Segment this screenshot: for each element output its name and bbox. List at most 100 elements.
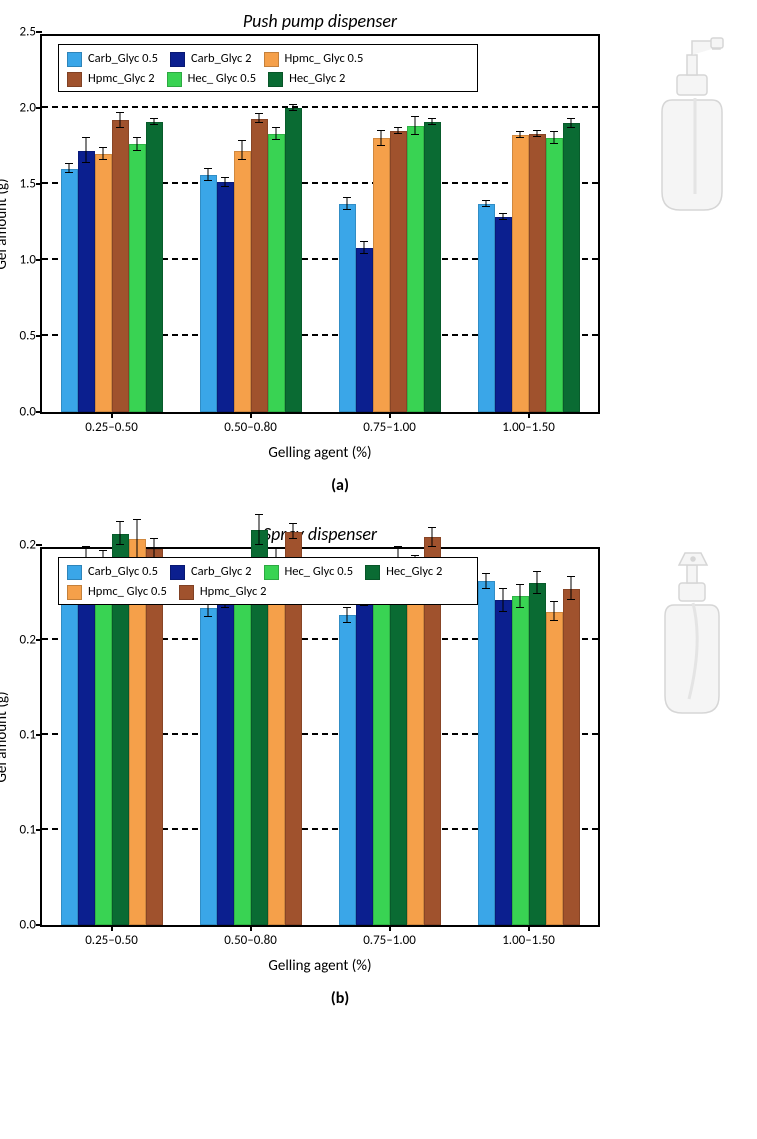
error-cap	[499, 213, 507, 214]
error-cap	[482, 573, 490, 574]
bar-hpmc_05	[512, 135, 529, 412]
ytick-mark	[36, 183, 42, 185]
legend-swatch	[167, 72, 182, 87]
bar-hec_05	[512, 596, 529, 925]
error-cap	[204, 180, 212, 181]
error-bar	[347, 608, 348, 623]
error-cap	[377, 130, 385, 131]
bar-hec_2	[390, 558, 407, 925]
error-cap	[516, 607, 524, 608]
chart-b-plot-area: Gel amount (g) Carb_Glyc 0.5Carb_Glyc 2H…	[40, 547, 600, 927]
legend-swatch	[268, 72, 283, 87]
error-cap	[533, 136, 541, 137]
xtick-mark	[528, 925, 530, 931]
bar-hec_2	[285, 108, 302, 412]
chart-a-x-axis-title: Gelling agent (%)	[40, 444, 600, 462]
error-cap	[82, 162, 90, 163]
error-cap	[221, 186, 229, 187]
bar-carb_2	[217, 598, 234, 925]
error-cap	[116, 127, 124, 128]
legend-swatch	[67, 585, 82, 600]
ytick-mark	[36, 639, 42, 641]
xtick-mark	[111, 412, 113, 418]
error-bar	[381, 131, 382, 146]
bar-hec_05	[268, 134, 285, 412]
error-cap	[516, 584, 524, 585]
bar-hec_2	[529, 583, 546, 925]
error-cap	[150, 118, 158, 119]
error-cap	[482, 206, 490, 207]
error-cap	[116, 521, 124, 522]
error-bar	[120, 113, 121, 128]
error-cap	[343, 197, 351, 198]
error-cap	[360, 241, 368, 242]
error-cap	[204, 616, 212, 617]
legend-item: Carb_Glyc 0.5	[67, 562, 158, 582]
figure-a: Push pump dispenser Gel amount (g) Carb_…	[0, 10, 757, 495]
error-cap	[133, 137, 141, 138]
error-cap	[289, 110, 297, 111]
bar-hpmc_2	[112, 120, 129, 412]
legend-label: Hpmc_ Glyc 0.5	[285, 49, 364, 69]
legend-label: Hpmc_Glyc 2	[200, 582, 267, 602]
legend-swatch	[67, 565, 82, 580]
error-cap	[516, 131, 524, 132]
error-cap	[116, 112, 124, 113]
ytick-mark	[36, 411, 42, 413]
error-cap	[133, 519, 141, 520]
pump-bottle-icon	[647, 20, 737, 220]
error-bar	[486, 574, 487, 589]
legend-label: Hec_Glyc 2	[289, 69, 345, 89]
bar-hec_2	[424, 122, 441, 412]
legend-item: Hpmc_Glyc 2	[67, 69, 155, 89]
error-cap	[482, 588, 490, 589]
bar-carb_2	[356, 248, 373, 412]
error-cap	[221, 607, 229, 608]
error-bar	[520, 585, 521, 608]
bar-carb_2	[78, 558, 95, 925]
bar-hpmc_05	[95, 154, 112, 412]
ytick-mark	[36, 924, 42, 926]
bar-carb_05	[61, 572, 78, 925]
error-cap	[238, 140, 246, 141]
legend-item: Hpmc_Glyc 2	[179, 582, 267, 602]
error-cap	[428, 118, 436, 119]
xtick-mark	[111, 925, 113, 931]
error-cap	[550, 131, 558, 132]
chart-b-legend: Carb_Glyc 0.5Carb_Glyc 2Hec_ Glyc 0.5Hec…	[58, 557, 478, 605]
chart-a-legend: Carb_Glyc 0.5Carb_Glyc 2Hpmc_ Glyc 0.5Hp…	[58, 44, 478, 92]
error-bar	[120, 522, 121, 545]
bar-hec_05	[95, 560, 112, 925]
bar-carb_05	[339, 204, 356, 412]
xtick-mark	[250, 925, 252, 931]
error-cap	[343, 607, 351, 608]
error-cap	[99, 147, 107, 148]
bar-carb_2	[217, 182, 234, 412]
error-bar	[432, 528, 433, 547]
chart-b-y-axis-title: Gel amount (g)	[0, 691, 11, 782]
legend-label: Carb_Glyc 0.5	[88, 562, 158, 582]
error-cap	[377, 145, 385, 146]
xtick-label: 0.50–0.80	[224, 933, 277, 948]
bar-carb_05	[200, 175, 217, 412]
error-cap	[411, 116, 419, 117]
error-cap	[499, 219, 507, 220]
error-cap	[428, 527, 436, 528]
legend-label: Hec_ Glyc 0.5	[285, 562, 354, 582]
legend-label: Hpmc_ Glyc 0.5	[88, 582, 167, 602]
bar-group	[339, 549, 441, 925]
ytick-mark	[36, 107, 42, 109]
legend-label: Carb_Glyc 0.5	[88, 49, 158, 69]
legend-item: Hpmc_ Glyc 0.5	[67, 582, 167, 602]
legend-item: Hpmc_ Glyc 0.5	[264, 49, 364, 69]
legend-label: Hec_Glyc 2	[386, 562, 442, 582]
error-cap	[289, 538, 297, 539]
error-cap	[150, 124, 158, 125]
chart-a-subfig-label: (a)	[40, 476, 640, 495]
error-bar	[503, 589, 504, 612]
error-cap	[411, 134, 419, 135]
error-cap	[428, 124, 436, 125]
chart-a-title: Push pump dispenser	[40, 10, 600, 32]
error-bar	[86, 138, 87, 162]
error-cap	[255, 544, 263, 545]
